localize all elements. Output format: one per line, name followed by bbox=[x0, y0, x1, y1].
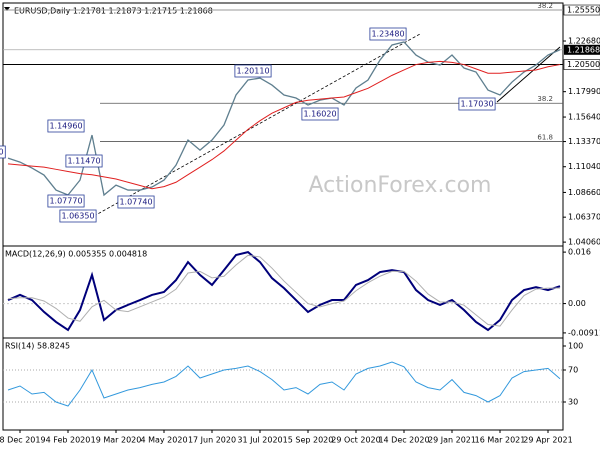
y-tick-label: 1.15640 bbox=[568, 113, 600, 122]
y-tick-label: 30 bbox=[568, 398, 578, 407]
trendline bbox=[93, 33, 421, 217]
annotation-box bbox=[47, 119, 85, 133]
series-line bbox=[7, 41, 561, 197]
y-tick-label: 0.00 bbox=[568, 299, 586, 308]
y-tick-label: 1.17990 bbox=[568, 87, 600, 96]
x-tick-label: 4 May 2020 bbox=[140, 436, 187, 445]
x-tick-label: 16 Mar 2021 bbox=[475, 436, 526, 445]
x-tick-label: 18 Dec 2019 bbox=[0, 436, 46, 445]
series-line bbox=[7, 361, 561, 407]
annotation: 1.17030 bbox=[460, 100, 493, 109]
annotation-box bbox=[47, 194, 85, 208]
annotation: 1.20110 bbox=[236, 67, 269, 76]
annotation: 1.16020 bbox=[303, 110, 336, 119]
panel-title: EURUSD,Daily 1.21781 1.21873 1.21715 1.2… bbox=[14, 7, 213, 16]
annotation-box bbox=[117, 195, 155, 209]
x-tick-label: 17 Jun 2020 bbox=[188, 436, 236, 445]
annotation-box bbox=[65, 154, 103, 168]
fib-label: 38.2 bbox=[537, 95, 553, 103]
annotation: 1.07770 bbox=[49, 197, 82, 206]
annotation-box bbox=[301, 107, 339, 121]
y-tick-label: 100 bbox=[568, 342, 583, 351]
x-tick-label: 29 Jan 2021 bbox=[428, 436, 476, 445]
price-label: 1.20500 bbox=[567, 60, 600, 69]
series-line bbox=[7, 60, 561, 190]
y-tick-label: 1.22680 bbox=[568, 37, 600, 46]
y-tick-label: 70 bbox=[568, 366, 578, 375]
last-price-label: 1.21868 bbox=[567, 45, 600, 54]
panel-title: RSI(14) 58.8245 bbox=[5, 342, 70, 351]
annotation: 1.23480 bbox=[371, 30, 404, 39]
x-tick-label: 29 Apr 2021 bbox=[523, 436, 572, 445]
x-tick-label: 31 Jul 2020 bbox=[237, 436, 282, 445]
fib-label: 38.2 bbox=[537, 2, 553, 10]
annotation-box bbox=[59, 209, 97, 223]
x-tick-label: 19 Mar 2020 bbox=[91, 436, 142, 445]
x-tick-label: 15 Sep 2020 bbox=[283, 436, 334, 445]
trendline bbox=[496, 46, 561, 103]
annotation: 1.06350 bbox=[61, 212, 94, 221]
watermark: ActionForex.com bbox=[309, 173, 492, 198]
annotation: 1.11470 bbox=[67, 157, 100, 166]
y-tick-label: 1.11040 bbox=[568, 162, 600, 171]
series-line bbox=[7, 251, 561, 332]
y-tick-label: -0.009116 bbox=[568, 328, 600, 337]
panel-title: MACD(12,26,9) 0.005355 0.004818 bbox=[5, 250, 147, 259]
y-tick-label: 1.13370 bbox=[568, 137, 600, 146]
y-tick-label: 1.04060 bbox=[568, 238, 600, 247]
y-tick-label: 1.08660 bbox=[568, 188, 600, 197]
x-tick-label: 14 Dec 2020 bbox=[378, 436, 429, 445]
annotation: 1.14960 bbox=[49, 122, 82, 131]
price-label: 1.25550 bbox=[567, 6, 600, 15]
annotation-box bbox=[234, 64, 272, 78]
annotation-box bbox=[0, 145, 6, 159]
annotation-box bbox=[369, 27, 407, 41]
y-tick-label: 1.06370 bbox=[568, 213, 600, 222]
annotation-box bbox=[458, 97, 496, 111]
price-label-box bbox=[563, 4, 600, 16]
series-line bbox=[7, 254, 560, 327]
annotation: 1.07740 bbox=[119, 198, 152, 207]
price-label-box bbox=[563, 59, 600, 70]
annotation: 0 bbox=[0, 148, 4, 157]
menu-icon bbox=[4, 7, 10, 11]
panel-frame bbox=[2, 337, 564, 431]
y-tick-label: 0.016 bbox=[568, 248, 591, 257]
fib-label: 61.8 bbox=[537, 134, 553, 142]
x-tick-label: 29 Oct 2020 bbox=[331, 436, 380, 445]
x-tick-label: 4 Feb 2020 bbox=[46, 436, 91, 445]
last-price-box bbox=[564, 44, 600, 55]
